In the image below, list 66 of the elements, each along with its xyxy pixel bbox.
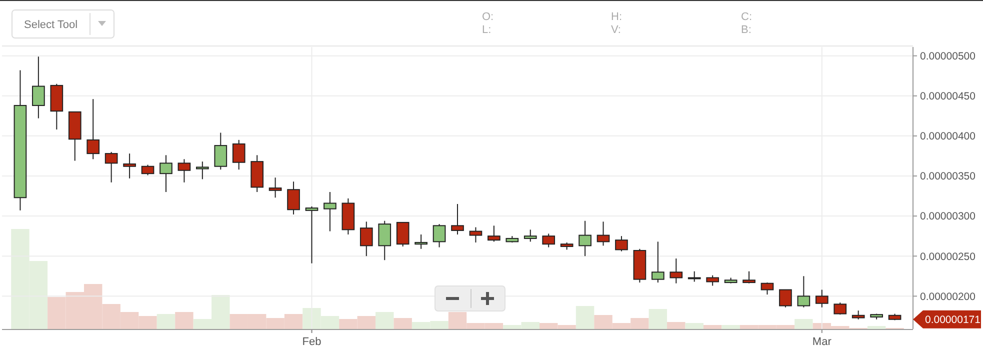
- candlestick: [432, 224, 446, 248]
- y-tick-label: 0.00000350: [920, 170, 976, 183]
- candlestick: [688, 270, 701, 282]
- bar: [394, 318, 412, 329]
- candlestick: [542, 233, 556, 248]
- candlestick: [469, 226, 482, 243]
- candlestick: [378, 220, 392, 261]
- candlestick: [414, 234, 428, 250]
- candlestick: [596, 221, 610, 246]
- bar: [156, 314, 176, 329]
- bar: [376, 312, 394, 329]
- text: Select Tool: [24, 19, 78, 31]
- candlestick: [396, 222, 410, 247]
- candlestick: [706, 274, 719, 286]
- candlestick: [815, 289, 828, 308]
- text: B:: [741, 24, 752, 36]
- bar: [685, 323, 704, 329]
- candlestick: [287, 181, 300, 215]
- candlestick: [760, 282, 774, 296]
- candlestick: [451, 204, 464, 235]
- y-tick-label: 0.00000450: [920, 90, 976, 103]
- candlestick: [488, 225, 500, 242]
- candlestick: [32, 56, 45, 119]
- bar: [175, 312, 194, 329]
- candlestick: [104, 151, 118, 183]
- candlestick: [524, 229, 537, 242]
- text: C:: [741, 11, 752, 23]
- candlestick: [141, 164, 154, 176]
- bar: [648, 309, 668, 329]
- y-tick-label: 0.00000400: [920, 130, 976, 143]
- candlestick: [86, 98, 100, 160]
- y-tick-label: 0.00000250: [920, 250, 976, 263]
- text: V:: [611, 24, 621, 36]
- candlestick: [742, 270, 756, 284]
- text: O:: [482, 11, 494, 23]
- candlestick: [324, 192, 336, 232]
- y-tick-label: 0.00000300: [920, 210, 976, 223]
- candlestick: [214, 132, 228, 170]
- y-tick-label: 0.00000500: [920, 50, 976, 62]
- candlestick: [305, 206, 318, 264]
- candlestick: [779, 289, 792, 308]
- text: 0.00000171: [925, 314, 981, 326]
- bar: [867, 326, 886, 329]
- x-tick-label: Feb: [302, 336, 322, 348]
- candlestick: [615, 236, 628, 252]
- bar: [667, 322, 686, 329]
- candlestick: [196, 161, 209, 180]
- y-tick-label: 0.00000200: [920, 290, 976, 303]
- candlestick: [268, 177, 282, 198]
- bar: [794, 319, 813, 329]
- candlestick: [123, 153, 136, 179]
- candlestick: [178, 158, 191, 183]
- candlestick: [797, 276, 810, 308]
- text: L:: [482, 24, 492, 36]
- x-tick-label: Mar: [812, 336, 832, 348]
- bar: [722, 325, 740, 329]
- candlestick: [232, 139, 246, 170]
- bar: [576, 306, 594, 329]
- candlestick: [578, 220, 592, 257]
- candlestick: [360, 221, 373, 257]
- text: H:: [611, 11, 622, 23]
- candlestick: [652, 241, 664, 284]
- candlestick: [670, 258, 683, 284]
- candlestick: [834, 302, 847, 316]
- bar: [703, 325, 722, 329]
- candlestick: [160, 154, 172, 193]
